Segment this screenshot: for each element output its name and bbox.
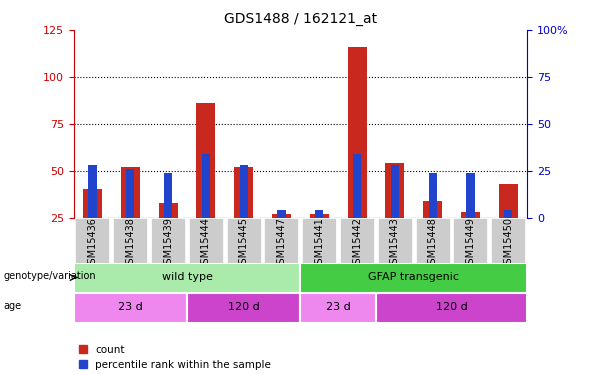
FancyBboxPatch shape: [113, 217, 147, 262]
FancyBboxPatch shape: [264, 217, 299, 262]
Bar: [348, 47, 367, 217]
Text: GSM15449: GSM15449: [465, 217, 476, 270]
Bar: [83, 189, 102, 217]
Bar: [159, 202, 178, 217]
FancyBboxPatch shape: [75, 217, 110, 262]
Text: GSM15444: GSM15444: [201, 217, 211, 270]
Text: GSM15441: GSM15441: [314, 217, 324, 270]
FancyBboxPatch shape: [151, 217, 185, 262]
FancyBboxPatch shape: [300, 292, 376, 322]
Text: 23 d: 23 d: [118, 303, 143, 312]
FancyBboxPatch shape: [74, 262, 300, 292]
FancyBboxPatch shape: [227, 217, 261, 262]
FancyBboxPatch shape: [300, 262, 527, 292]
Bar: [466, 172, 474, 217]
Title: GDS1488 / 162121_at: GDS1488 / 162121_at: [224, 12, 377, 26]
Bar: [315, 210, 324, 218]
Text: GFAP transgenic: GFAP transgenic: [368, 273, 459, 282]
Bar: [196, 103, 215, 218]
FancyBboxPatch shape: [187, 292, 300, 322]
Bar: [310, 214, 329, 217]
Text: GSM15439: GSM15439: [163, 217, 173, 270]
FancyBboxPatch shape: [189, 217, 223, 262]
Text: GSM15447: GSM15447: [276, 217, 286, 270]
FancyBboxPatch shape: [302, 217, 337, 262]
Bar: [272, 214, 291, 217]
Bar: [240, 165, 248, 218]
Text: GSM15450: GSM15450: [503, 217, 513, 270]
Bar: [88, 165, 97, 218]
Bar: [121, 167, 140, 218]
Bar: [461, 212, 480, 217]
Bar: [353, 154, 361, 218]
Text: wild type: wild type: [162, 273, 212, 282]
Bar: [423, 201, 442, 217]
Bar: [428, 172, 437, 217]
Bar: [126, 169, 134, 217]
FancyBboxPatch shape: [491, 217, 525, 262]
Text: age: age: [3, 302, 21, 311]
Bar: [277, 210, 286, 218]
Bar: [390, 165, 399, 218]
Bar: [234, 167, 253, 218]
FancyBboxPatch shape: [376, 292, 527, 322]
Legend: count, percentile rank within the sample: count, percentile rank within the sample: [78, 345, 272, 370]
Text: GSM15436: GSM15436: [88, 217, 97, 270]
Text: GSM15438: GSM15438: [125, 217, 135, 270]
Text: 23 d: 23 d: [326, 303, 351, 312]
FancyBboxPatch shape: [340, 217, 374, 262]
Bar: [202, 154, 210, 218]
Bar: [499, 184, 518, 218]
Text: 120 d: 120 d: [436, 303, 468, 312]
Text: GSM15448: GSM15448: [428, 217, 438, 270]
Text: GSM15442: GSM15442: [352, 217, 362, 270]
Bar: [164, 172, 172, 217]
Bar: [504, 210, 512, 218]
FancyBboxPatch shape: [74, 292, 187, 322]
Text: genotype/variation: genotype/variation: [3, 272, 96, 281]
FancyBboxPatch shape: [454, 217, 487, 262]
Text: 120 d: 120 d: [228, 303, 259, 312]
FancyBboxPatch shape: [416, 217, 450, 262]
FancyBboxPatch shape: [378, 217, 412, 262]
Text: GSM15443: GSM15443: [390, 217, 400, 270]
Text: GSM15445: GSM15445: [238, 217, 249, 270]
Bar: [386, 163, 405, 218]
